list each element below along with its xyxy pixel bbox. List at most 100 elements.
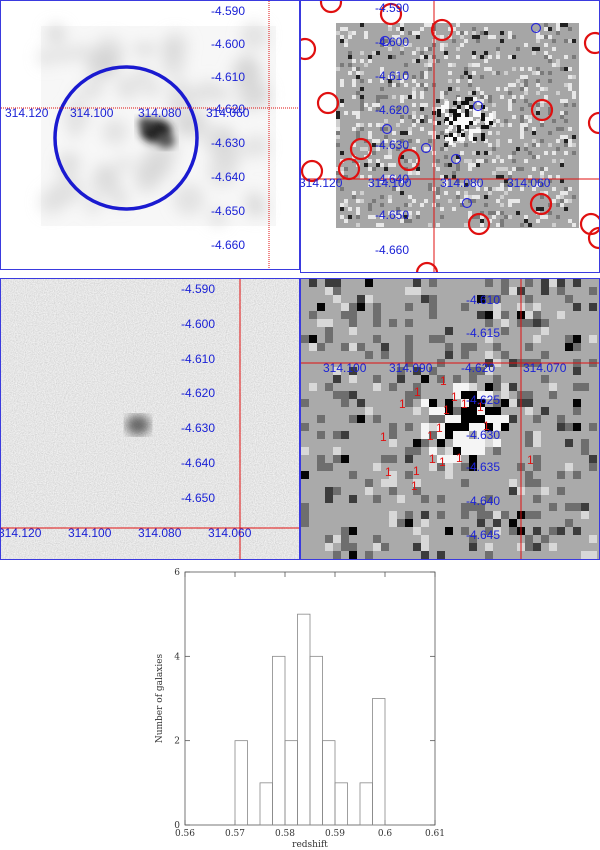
pixel <box>368 215 372 219</box>
pixel <box>573 399 581 407</box>
pixel <box>564 103 568 107</box>
pixel <box>465 121 469 125</box>
pixel <box>492 211 496 215</box>
pixel <box>380 215 384 219</box>
blue-galaxy-circle <box>379 35 391 47</box>
pixel <box>541 287 549 295</box>
pixel <box>560 115 564 119</box>
pixel <box>372 139 376 143</box>
pixel <box>400 23 404 27</box>
ra-label: 314.060 <box>507 176 551 190</box>
dec-label: -4.645 <box>466 528 500 542</box>
pixel <box>560 111 564 115</box>
noise-blob <box>102 118 129 145</box>
pixel <box>461 117 465 121</box>
pixel <box>476 163 480 167</box>
pixel <box>556 27 560 31</box>
pixel <box>360 59 364 63</box>
pixel <box>492 103 496 107</box>
pixel <box>437 551 445 559</box>
pixel <box>564 119 568 123</box>
noise-blob <box>235 60 263 88</box>
dec-label: -4.590 <box>181 282 215 296</box>
pixel <box>512 159 516 163</box>
pixel <box>421 399 429 407</box>
pixel <box>557 279 565 287</box>
pixel <box>572 95 576 99</box>
pixel <box>536 39 540 43</box>
pixel <box>380 179 384 183</box>
pixel <box>420 51 424 55</box>
dec-label: -4.600 <box>375 35 409 49</box>
pixel <box>384 135 388 139</box>
pixel <box>528 179 532 183</box>
pixel <box>508 31 512 35</box>
pixel <box>508 103 512 107</box>
pixel <box>565 343 573 351</box>
pixel <box>317 455 325 463</box>
pixel <box>373 319 381 327</box>
pixel <box>456 191 460 195</box>
pixel <box>508 199 512 203</box>
x-tick-label: 0.58 <box>275 829 295 839</box>
pixel <box>540 139 544 143</box>
pixel <box>556 215 560 219</box>
pixel <box>412 199 416 203</box>
pixel <box>444 91 448 95</box>
pixel <box>453 447 461 455</box>
pixel <box>405 455 413 463</box>
pixel <box>384 175 388 179</box>
pixel <box>392 187 396 191</box>
pixel <box>456 195 460 199</box>
pixel <box>340 167 344 171</box>
pixel <box>445 105 449 109</box>
ra-label: 314.080 <box>138 106 182 120</box>
pixel <box>544 55 548 59</box>
pixel <box>484 159 488 163</box>
pixel <box>336 115 340 119</box>
pixel <box>392 35 396 39</box>
pixel <box>496 167 500 171</box>
pixel <box>560 179 564 183</box>
pixel <box>440 43 444 47</box>
pixel <box>572 143 576 147</box>
pixel <box>556 203 560 207</box>
pixel <box>548 27 552 31</box>
pixel <box>437 463 445 471</box>
pixel <box>560 127 564 131</box>
redshift-marker: 1 <box>399 397 406 411</box>
pixel <box>341 431 349 439</box>
pixel <box>364 163 368 167</box>
pixel <box>456 79 460 83</box>
pixel <box>421 543 429 551</box>
pixel <box>368 175 372 179</box>
pixel <box>532 187 536 191</box>
pixel <box>364 31 368 35</box>
pixel <box>421 551 429 559</box>
pixel <box>520 119 524 123</box>
noise-blob <box>162 32 189 59</box>
pixel <box>348 63 352 67</box>
pixel <box>504 191 508 195</box>
pixel <box>508 155 512 159</box>
pixel <box>508 83 512 87</box>
pixel <box>357 399 365 407</box>
pixel <box>408 211 412 215</box>
pixel <box>365 351 373 359</box>
pixel <box>388 75 392 79</box>
pixel <box>368 79 372 83</box>
pixel <box>485 335 493 343</box>
pixel <box>492 115 496 119</box>
pixel <box>552 199 556 203</box>
pixel <box>573 383 581 391</box>
pixel <box>388 47 392 51</box>
pixel <box>564 111 568 115</box>
pixel <box>404 219 408 223</box>
dec-label: -4.630 <box>211 136 245 150</box>
pixel <box>429 279 437 287</box>
pixel <box>464 67 468 71</box>
pixel <box>469 543 477 551</box>
pixel <box>532 139 536 143</box>
pixel <box>365 487 373 495</box>
